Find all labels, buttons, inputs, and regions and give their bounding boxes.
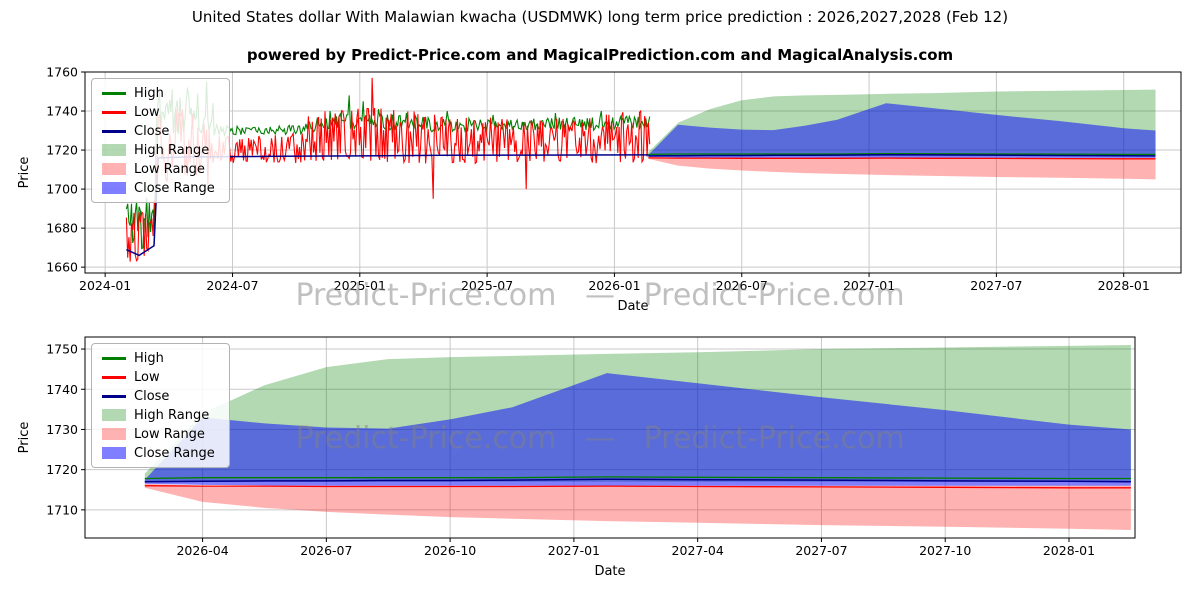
high-line-forecast: [648, 152, 1156, 156]
patch-swatch-icon: [102, 428, 126, 440]
legend-label: High Range: [134, 407, 210, 423]
top-chart: 1660 1680 1700 1720 1740 1760 2024-01 2024-07 20…: [17, 65, 1182, 314]
x-tick-label: 2027-01: [548, 543, 600, 558]
patch-swatch-icon: [102, 182, 126, 194]
x-tick-label: 2025-07: [461, 278, 513, 293]
close-line-forecast: [144, 478, 1131, 483]
x-tick-label: 2025-01: [334, 278, 386, 293]
y-tick-label: 1750: [46, 342, 78, 357]
y-tick-label: 1710: [46, 502, 78, 517]
y-tick-label: 1720: [46, 462, 78, 477]
legend-item-low: Low: [102, 369, 215, 385]
x-axis-label: Date: [617, 299, 648, 314]
x-tick-label: 2026-01: [588, 278, 640, 293]
legend-item-close-range: Close Range: [102, 180, 215, 196]
y-tick-label: 1660: [46, 260, 78, 275]
close-range-band: [144, 373, 1131, 486]
legend-item-high: High: [102, 350, 215, 366]
line-swatch-icon: [102, 375, 126, 379]
y-tick-label: 1730: [46, 422, 78, 437]
line-swatch-icon: [102, 394, 126, 398]
series-area: [144, 345, 1131, 530]
legend-bottom-chart: High Low Close High Range Low Range Close Ran…: [91, 343, 230, 468]
low-range-band: [144, 483, 1131, 530]
plot-border: [84, 336, 1136, 539]
legend-item-high: High: [102, 85, 215, 101]
legend-label: Low Range: [134, 426, 205, 442]
x-tick-label: 2026-07: [716, 278, 768, 293]
x-axis-label: Date: [594, 564, 625, 579]
low-line-forecast: [648, 157, 1156, 160]
patch-swatch-icon: [102, 163, 126, 175]
x-tick-label: 2028-01: [1098, 278, 1150, 293]
axes: 1710 1720 1730 1740 1750 2026-04 2026-07 2026-1…: [46, 342, 1095, 558]
bottom-chart: 1710 1720 1730 1740 1750 2026-04 2026-07 2026-1…: [17, 336, 1136, 579]
x-tick-label: 2027-07: [970, 278, 1022, 293]
legend-item-close: Close: [102, 388, 215, 404]
legend-item-high-range: High Range: [102, 407, 215, 423]
legend-item-low: Low: [102, 104, 215, 120]
y-tick-label: 1740: [46, 382, 78, 397]
low-line-forecast: [144, 485, 1131, 489]
y-tick-label: 1720: [46, 143, 78, 158]
patch-swatch-icon: [102, 447, 126, 459]
x-tick-label: 2028-01: [1043, 543, 1095, 558]
x-tick-label: 2027-10: [919, 543, 971, 558]
plot-border: [84, 71, 1182, 274]
close-line-forecast: [648, 153, 1156, 157]
line-swatch-icon: [102, 356, 126, 360]
y-tick-label: 1760: [46, 65, 78, 80]
line-swatch-icon: [102, 129, 126, 133]
y-tick-label: 1680: [46, 221, 78, 236]
y-axis-label: Price: [17, 157, 32, 189]
legend-label: Close: [134, 123, 170, 139]
page-title: United States dollar With Malawian kwach…: [191, 8, 1009, 26]
x-tick-label: 2027-01: [843, 278, 895, 293]
legend-item-close-range: Close Range: [102, 445, 215, 461]
series-area: [125, 77, 1156, 262]
legend-label: Close Range: [134, 445, 215, 461]
low-range-band: [648, 156, 1156, 180]
y-tick-label: 1700: [46, 182, 78, 197]
close-range-band: [648, 103, 1156, 158]
legend-item-high-range: High Range: [102, 142, 215, 158]
legend-label: Low: [134, 369, 160, 385]
y-tick-label: 1740: [46, 104, 78, 119]
axes: 1660 1680 1700 1720 1740 1760 2024-01 2024-07 20…: [46, 65, 1150, 294]
x-tick-label: 2026-10: [424, 543, 476, 558]
patch-swatch-icon: [102, 409, 126, 421]
line-swatch-icon: [102, 110, 126, 114]
legend-top-chart: High Low Close High Range Low Range Close Ran…: [91, 78, 230, 203]
legend-label: High: [134, 350, 164, 366]
legend-label: Low Range: [134, 161, 205, 177]
legend-label: High Range: [134, 142, 210, 158]
legend-item-low-range: Low Range: [102, 161, 215, 177]
legend-item-close: Close: [102, 123, 215, 139]
legend-label: Close: [134, 388, 170, 404]
x-tick-label: 2027-04: [672, 543, 724, 558]
x-tick-label: 2024-01: [79, 278, 131, 293]
x-tick-label: 2026-07: [300, 543, 352, 558]
x-tick-label: 2027-07: [795, 543, 847, 558]
legend-label: Low: [134, 104, 160, 120]
high-line-forecast: [144, 476, 1131, 480]
legend-label: Close Range: [134, 180, 215, 196]
close-line-historical: [126, 154, 651, 257]
patch-swatch-icon: [102, 144, 126, 156]
x-tick-label: 2026-04: [176, 543, 228, 558]
chart-subtitle: powered by Predict-Price.com and Magical…: [246, 46, 954, 64]
x-tick-label: 2024-07: [206, 278, 258, 293]
legend-item-low-range: Low Range: [102, 426, 215, 442]
line-swatch-icon: [102, 91, 126, 95]
y-axis-label: Price: [17, 422, 32, 454]
legend-label: High: [134, 85, 164, 101]
